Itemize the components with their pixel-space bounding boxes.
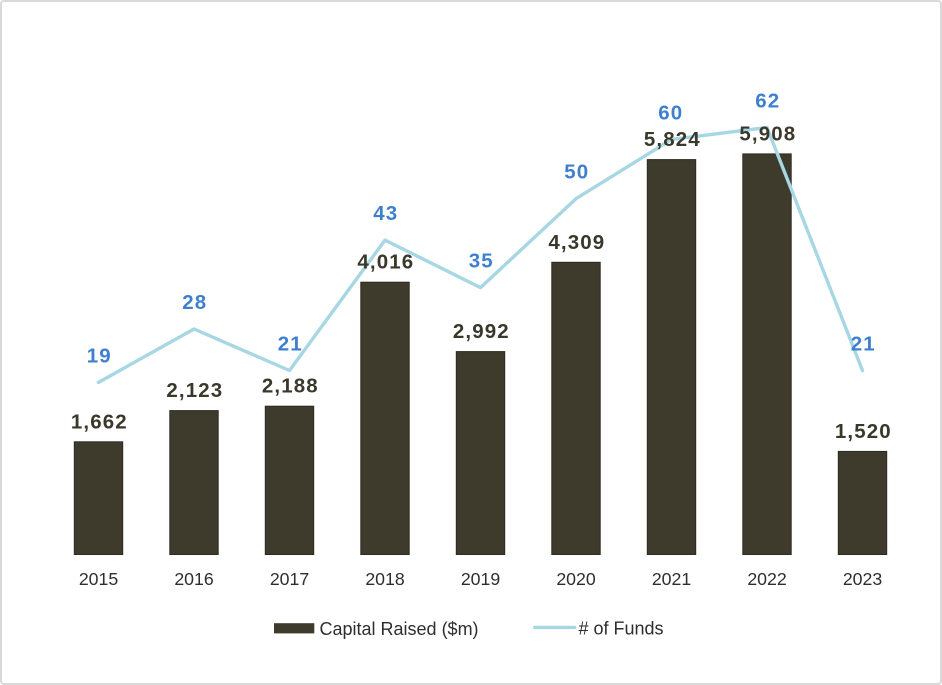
svg-text:2021: 2021 [652,569,691,589]
svg-text:# of Funds: # of Funds [579,619,664,639]
svg-text:2022: 2022 [747,569,786,589]
svg-text:21: 21 [278,333,303,356]
svg-text:50: 50 [564,161,589,184]
svg-text:35: 35 [469,250,494,273]
svg-text:28: 28 [182,291,207,314]
svg-text:4,016: 4,016 [357,251,414,274]
svg-text:2019: 2019 [461,569,500,589]
svg-text:43: 43 [373,202,398,225]
svg-text:21: 21 [851,333,876,356]
svg-text:5,908: 5,908 [739,122,796,145]
svg-text:2016: 2016 [174,569,214,589]
svg-text:4,309: 4,309 [548,231,605,254]
svg-text:19: 19 [87,344,112,367]
svg-text:5,824: 5,824 [644,128,701,151]
svg-text:2017: 2017 [270,569,309,589]
svg-text:1,520: 1,520 [835,420,892,443]
svg-text:60: 60 [658,101,683,124]
svg-text:2018: 2018 [365,569,405,589]
svg-text:2020: 2020 [556,569,596,589]
svg-text:2,992: 2,992 [453,320,510,343]
svg-text:1,662: 1,662 [71,410,128,433]
svg-text:62: 62 [755,90,780,113]
svg-text:2,188: 2,188 [262,375,319,398]
svg-text:2023: 2023 [843,569,883,589]
svg-text:2015: 2015 [79,569,119,589]
svg-text:Capital Raised ($m): Capital Raised ($m) [320,619,479,639]
svg-text:2,123: 2,123 [166,379,223,402]
